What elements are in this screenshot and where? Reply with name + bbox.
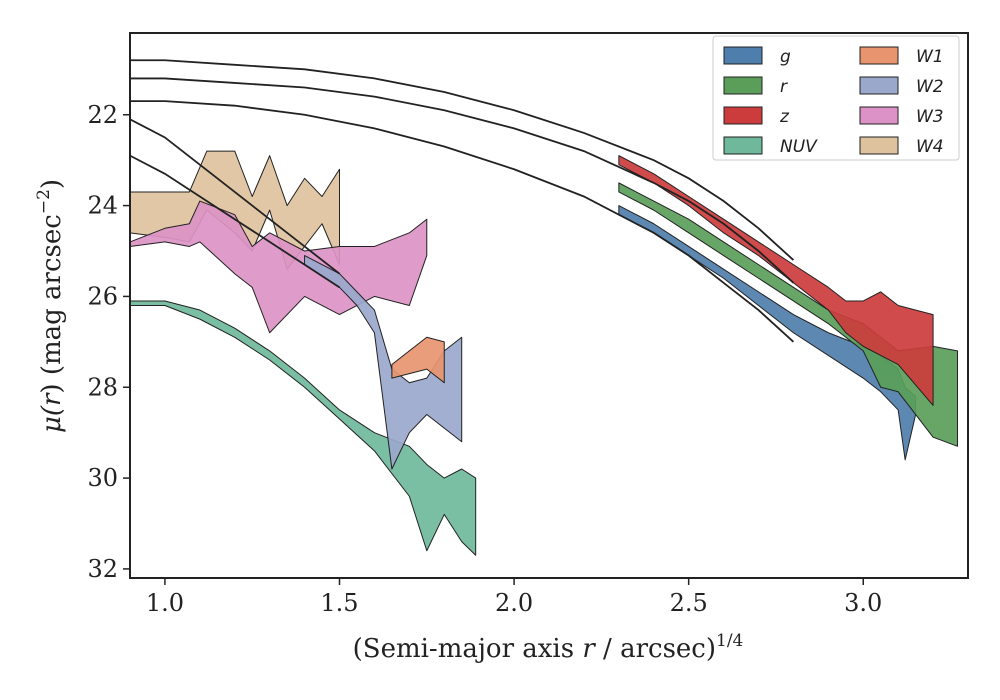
legend-swatch-w3 (859, 106, 899, 125)
y-tick-label: 24 (87, 192, 118, 220)
legend-label-w1: W1 (916, 47, 944, 67)
x-tick-label: 3.0 (844, 589, 882, 617)
legend-label-nuv: NUV (780, 137, 818, 157)
x-tick-label: 1.0 (146, 589, 184, 617)
legend-label-z: z (779, 107, 790, 127)
band-r (618, 182, 959, 447)
ticks: 1.0 1.5 2.0 2.5 3.0 22 24 26 28 30 32 (87, 101, 882, 617)
band-nuv (129, 300, 477, 556)
model-curve-5 (129, 154, 340, 289)
model-curve-1 (130, 59, 795, 261)
legend: grz NUV W1 W2 W3 W4 (712, 35, 960, 161)
legend-label-r: r (780, 77, 788, 97)
legend-swatch-nuv (723, 136, 763, 155)
x-tick-label: 2.5 (670, 589, 708, 617)
legend-swatch-w4 (859, 136, 899, 155)
y-tick-label: 26 (87, 282, 118, 310)
legend-swatch-w1 (859, 46, 899, 65)
legend-label-w3: W3 (916, 107, 944, 127)
x-tick-label: 1.5 (320, 589, 358, 617)
legend-swatch-r (723, 76, 763, 95)
legend-label-w2: W2 (916, 77, 944, 97)
y-tick-label: 30 (87, 464, 118, 492)
legend-label-g: g (780, 47, 791, 67)
band-w2 (304, 255, 463, 470)
series-layer (129, 150, 959, 556)
legend-swatch-z (723, 106, 763, 125)
x-axis-label: (Semi-major axis r / arcsec)1/4 (353, 631, 744, 664)
plot-frame (129, 32, 969, 579)
y-axis-label: μ(r) (mag arcsec−2) (34, 179, 67, 433)
y-tick-label: 22 (87, 101, 118, 129)
model-curve-4 (129, 118, 341, 275)
x-tick-label: 2.0 (495, 589, 533, 617)
model-curve-3 (130, 100, 795, 343)
model-curves (129, 59, 795, 343)
y-tick-label: 28 (87, 373, 118, 401)
legend-swatch-g (723, 46, 763, 65)
model-curve-2 (130, 77, 795, 284)
band-w1 (391, 336, 445, 384)
y-tick-label: 32 (87, 555, 118, 583)
legend-swatch-w2 (859, 76, 899, 95)
legend-label-w4: W4 (916, 137, 944, 157)
